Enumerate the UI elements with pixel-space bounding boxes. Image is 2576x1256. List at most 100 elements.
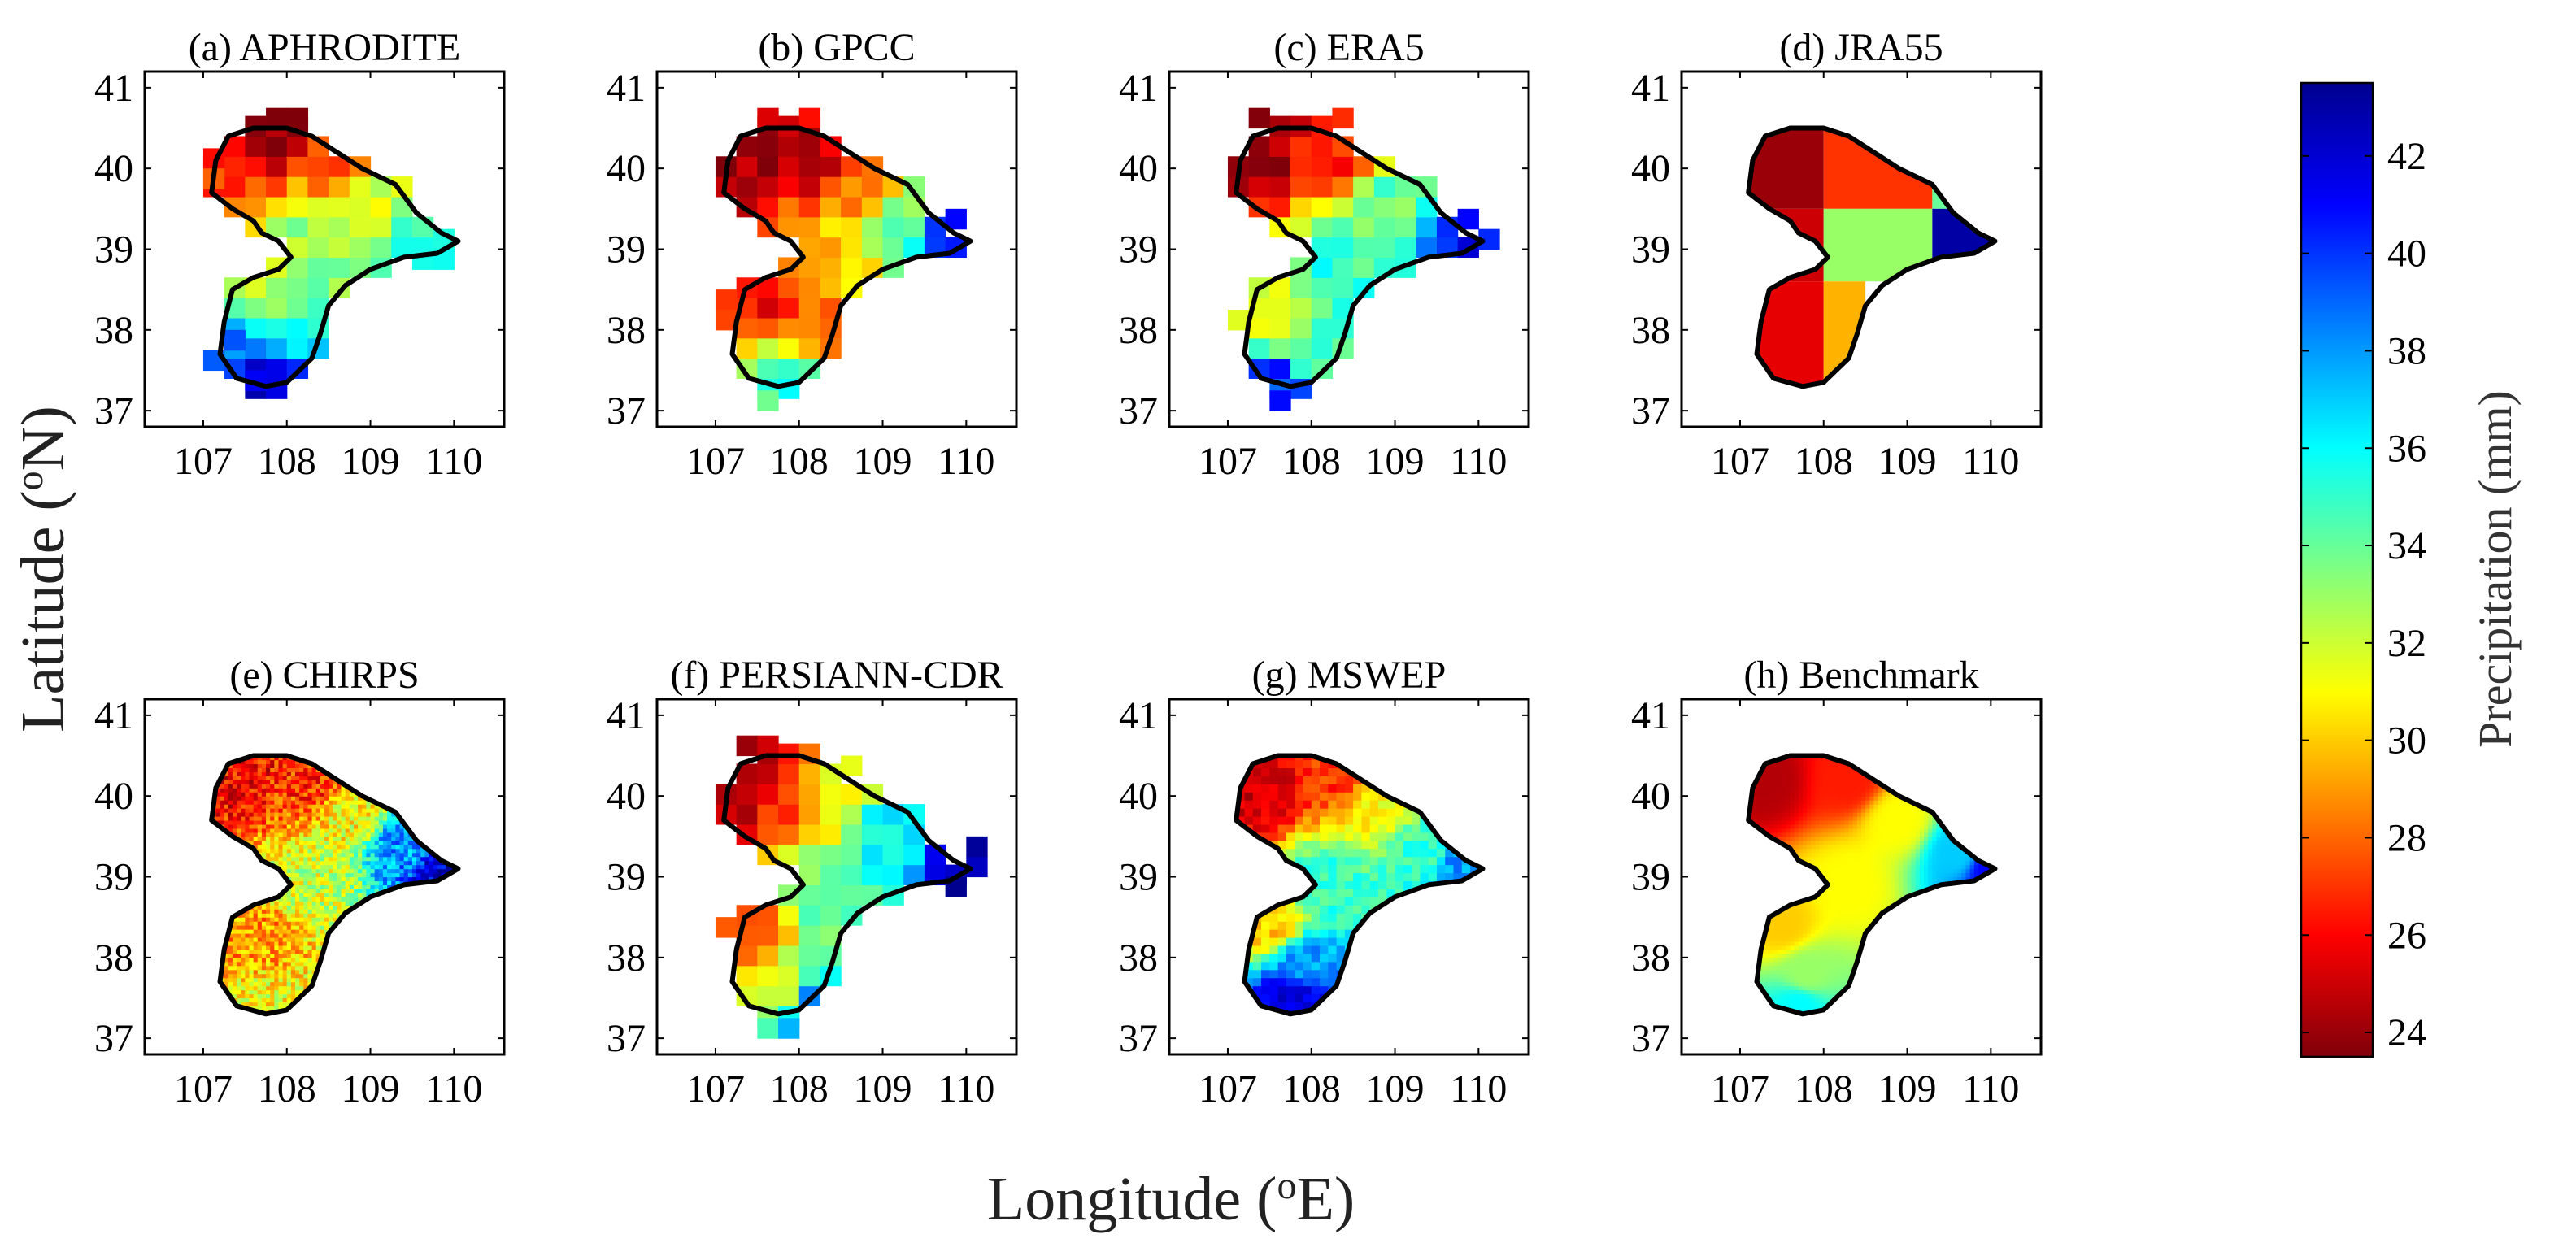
precip-cell: [315, 876, 321, 882]
precip-cell: [1277, 913, 1287, 922]
precip-cell: [286, 897, 292, 902]
precip-cell: [1361, 800, 1371, 809]
precip-cell: [1807, 949, 1812, 954]
precip-cell: [1873, 897, 1879, 902]
precip-cell: [1832, 819, 1837, 825]
precip-cell: [1764, 957, 1770, 963]
precip-cell: [266, 840, 271, 845]
precip-cell: [1436, 840, 1446, 850]
precip-cell: [1836, 852, 1841, 858]
precip-cell: [349, 808, 355, 813]
precip-cell: [1861, 917, 1866, 922]
precip-cell: [1344, 929, 1354, 938]
precip-cell: [1269, 961, 1279, 971]
precip-cell: [290, 941, 296, 946]
precip-cell: [1886, 808, 1891, 813]
precip-cell: [337, 828, 342, 833]
precip-cell: [1807, 856, 1812, 862]
precip-cell: [311, 832, 317, 837]
precip-cell: [1782, 945, 1787, 950]
precip-cell: [778, 337, 800, 359]
precip-cell: [1903, 860, 1908, 866]
precip-cell: [1811, 929, 1817, 934]
precip-cell: [1790, 993, 1795, 999]
precip-cell: [1832, 945, 1837, 950]
precip-cell: [391, 816, 396, 821]
precip-cell: [257, 949, 263, 954]
precip-cell: [1840, 808, 1846, 813]
precip-cell: [370, 832, 376, 837]
precip-cell: [1403, 824, 1412, 833]
precip-cell: [1786, 929, 1791, 934]
precip-cell: [861, 864, 884, 886]
precip-cell: [1803, 933, 1808, 938]
precip-cell: [349, 196, 372, 218]
precip-cell: [274, 852, 280, 858]
precip-cell: [1903, 808, 1908, 813]
precip-cell: [345, 876, 350, 882]
panel-title: (a) APHRODITE: [189, 26, 461, 69]
precip-cell: [1236, 816, 1246, 825]
precip-cell: [1769, 953, 1774, 958]
precip-cell: [232, 780, 237, 784]
precip-cell: [1811, 945, 1817, 950]
precip-cell: [1890, 836, 1895, 841]
precip-cell: [307, 897, 313, 902]
precip-cell: [1890, 808, 1895, 813]
precip-cell: [1840, 961, 1846, 967]
precip-cell: [820, 237, 842, 259]
precip-cell: [382, 819, 388, 825]
precip-cell: [266, 828, 271, 833]
precip-cell: [1790, 1006, 1795, 1010]
precip-cell: [1852, 953, 1858, 958]
precip-cell: [1377, 897, 1387, 906]
precip-cell: [1815, 897, 1821, 902]
precip-cell: [362, 852, 367, 858]
precip-cell: [286, 985, 292, 991]
precip-cell: [1803, 973, 1808, 979]
precip-cell: [333, 780, 338, 784]
precip-cell: [307, 917, 313, 922]
precip-cell: [358, 897, 363, 902]
precip-cell: [1807, 977, 1812, 983]
precip-cell: [337, 792, 342, 797]
precip-cell: [241, 776, 246, 780]
precip-cell: [378, 848, 384, 854]
precip-cell: [1790, 973, 1795, 979]
precip-cell: [253, 792, 259, 797]
precip-cell: [299, 771, 304, 776]
precip-cell: [1856, 796, 1862, 801]
precip-cell: [307, 864, 313, 870]
precip-cell: [1336, 824, 1346, 833]
precip-cell: [299, 961, 304, 967]
precip-cell: [324, 819, 329, 825]
precip-cell: [362, 860, 367, 866]
precip-cell: [1790, 977, 1795, 983]
precip-cell: [333, 876, 338, 882]
precip-cell: [299, 836, 304, 841]
precip-cell: [1311, 317, 1334, 339]
precip-cell: [1815, 1002, 1821, 1007]
precip-cell: [1252, 929, 1262, 938]
precip-cell: [1865, 860, 1870, 866]
precip-cell: [1764, 788, 1770, 793]
precip-cell: [315, 788, 321, 793]
precip-cell: [1856, 937, 1862, 942]
precip-cell: [387, 852, 392, 858]
precip-cell: [1823, 929, 1829, 934]
precip-cell: [286, 949, 292, 954]
precip-cell: [1803, 961, 1808, 967]
precip-cell: [1836, 961, 1841, 967]
precip-cell: [1890, 844, 1895, 850]
precip-cell: [1769, 771, 1774, 776]
precip-cell: [337, 804, 342, 809]
precip-cell: [311, 856, 317, 862]
precip-cell: [1865, 868, 1870, 874]
precip-cell: [341, 819, 346, 825]
precip-cell: [1807, 780, 1812, 784]
precip-cell: [245, 156, 267, 177]
precip-cell: [1252, 969, 1262, 979]
precip-cell: [333, 784, 338, 789]
precip-cell: [1395, 808, 1404, 817]
